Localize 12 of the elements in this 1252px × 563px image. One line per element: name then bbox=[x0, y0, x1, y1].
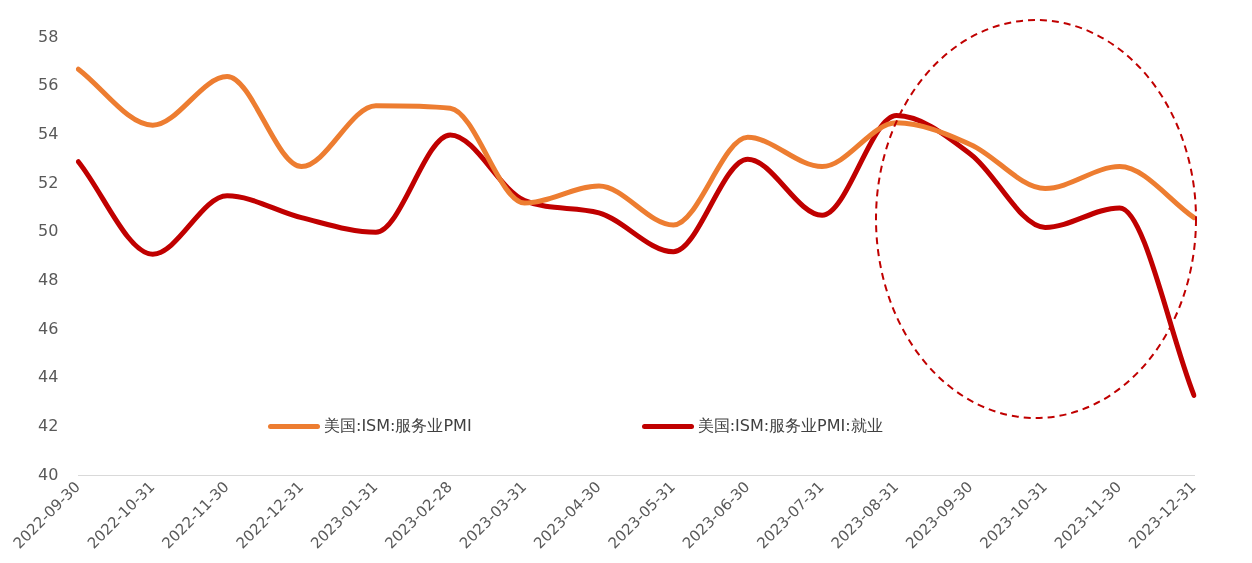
y-tick-label: 54 bbox=[38, 124, 59, 144]
legend-label: 美国:ISM:服务业PMI:就业 bbox=[697, 416, 883, 437]
y-tick-label: 50 bbox=[38, 221, 59, 241]
y-tick-label: 42 bbox=[38, 416, 59, 436]
y-tick-label: 48 bbox=[38, 270, 59, 290]
y-tick-label: 52 bbox=[38, 172, 59, 192]
y-tick-label: 46 bbox=[38, 318, 59, 338]
y-tick-label: 44 bbox=[38, 367, 59, 387]
y-tick-label: 56 bbox=[38, 75, 59, 95]
y-tick-label: 58 bbox=[38, 26, 59, 46]
y-tick-label: 40 bbox=[38, 464, 59, 484]
legend-label: 美国:ISM:服务业PMI bbox=[324, 416, 472, 437]
